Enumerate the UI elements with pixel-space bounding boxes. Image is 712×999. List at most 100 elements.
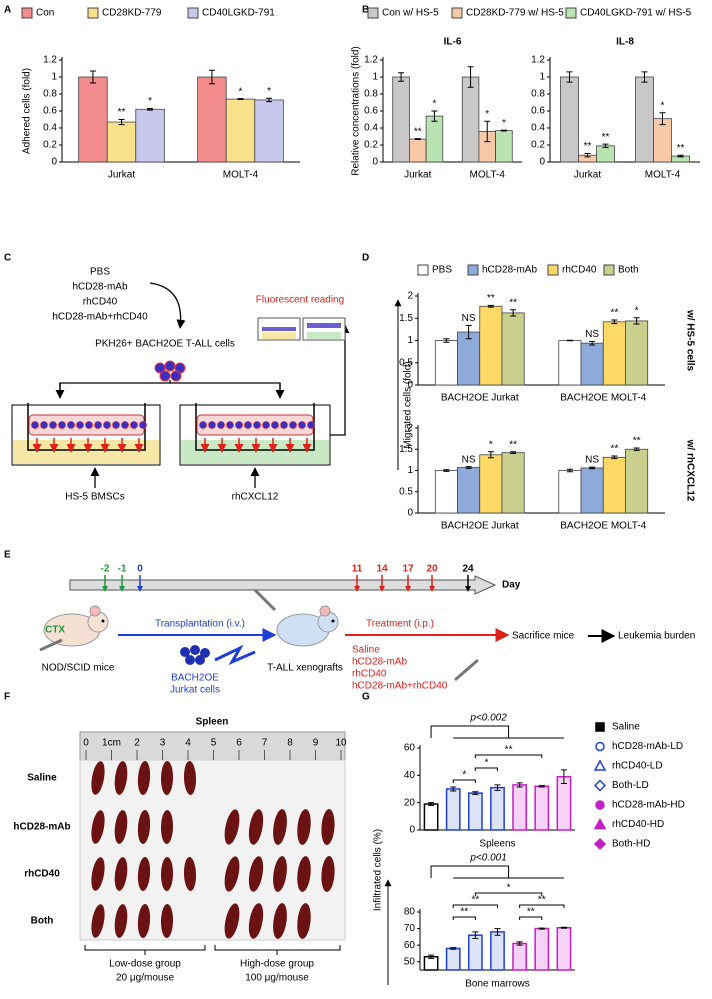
error-bar	[566, 468, 573, 473]
significance: *	[267, 86, 271, 97]
legend-label: rhCD40	[562, 265, 597, 276]
spleen	[321, 856, 335, 892]
treatment: hCD28-mAb+rhCD40	[352, 681, 448, 692]
cell	[112, 421, 120, 429]
significance: *	[239, 86, 243, 97]
bracket	[474, 754, 543, 758]
row-label: Both	[31, 916, 54, 927]
error-bar	[500, 129, 507, 132]
day-arrowhead	[379, 586, 385, 592]
annotation: **	[538, 895, 546, 906]
y-tick-label: 2	[407, 291, 413, 302]
bar	[225, 98, 256, 163]
burden-label: Leukemia burden	[618, 631, 695, 642]
bar	[495, 130, 513, 163]
cell	[139, 421, 147, 429]
x-tick-label: Jurkat	[574, 170, 601, 181]
y-axis-label: Migrated cells (fold)	[403, 361, 414, 448]
y-axis-label: Adhered cells (fold)	[22, 68, 33, 154]
error-bar	[611, 455, 618, 460]
panel-letter: B	[362, 5, 369, 16]
error-bar	[602, 143, 609, 149]
ruler-label: 9	[313, 738, 319, 749]
legend-label: rhCD40-LD	[612, 761, 663, 772]
treatment: PBS	[90, 267, 110, 278]
cell	[298, 421, 306, 429]
cell	[40, 421, 48, 429]
treatment: Saline	[352, 645, 380, 656]
x-axis-label: Spleens	[479, 839, 515, 850]
bar	[501, 312, 525, 386]
error-bar	[398, 72, 405, 82]
day-arrowhead	[405, 586, 411, 592]
reading-label: Fluorescent reading	[256, 295, 344, 306]
legend-swatch	[451, 7, 463, 19]
y-tick-label: 0.6	[531, 106, 545, 117]
cells-label: PKH26+ BACH2OE T-ALL cells	[95, 339, 235, 350]
y-tick-label: 0	[51, 157, 57, 168]
treatment: rhCD40	[352, 669, 387, 680]
cell	[121, 421, 129, 429]
legend-label: CD40LGKD-791 w/ HS-5	[580, 8, 692, 19]
day-label: 11	[352, 564, 363, 575]
legend-label: CD28KD-779	[102, 8, 162, 19]
y-tick-label: 0	[409, 825, 415, 836]
legend-label: hCD28-mAb-LD	[612, 741, 683, 752]
well-cells	[31, 421, 315, 453]
legend-marker	[595, 800, 605, 810]
cell	[94, 421, 102, 429]
bar	[556, 926, 572, 971]
significance: **	[118, 107, 126, 118]
significance: **	[633, 436, 641, 447]
panel-letter: D	[362, 253, 369, 264]
bar	[423, 803, 439, 831]
cell-cluster	[180, 645, 210, 665]
lightning	[214, 644, 256, 666]
spleen	[321, 809, 335, 845]
bracket	[430, 865, 564, 879]
error-bar	[208, 69, 215, 85]
day-arrowhead	[119, 586, 125, 592]
legend-marker	[595, 741, 605, 752]
cell	[31, 421, 39, 429]
y-tick-label: 0	[539, 157, 545, 168]
syringe	[454, 658, 479, 682]
error-bar	[589, 340, 596, 346]
spleen	[224, 903, 240, 939]
cell	[253, 421, 261, 429]
cell	[235, 421, 243, 429]
error-bar	[266, 97, 273, 103]
cell	[217, 421, 225, 429]
cell	[208, 421, 216, 429]
significance: **	[487, 293, 495, 304]
panel-letter: E	[4, 550, 11, 561]
x-tick-label: BACH2OE Jurkat	[441, 521, 519, 532]
y-tick-label: 0.4	[364, 123, 378, 134]
y-tick-label: 0.4	[531, 123, 545, 134]
panel-letter: G	[362, 692, 370, 703]
day-arrowhead	[465, 586, 471, 592]
x-tick-label: MOLT-4	[645, 170, 681, 181]
treatment: hCD28-mAb+rhCD40	[52, 312, 148, 323]
spleen	[273, 903, 287, 939]
x-axis-label: Bone marrows	[465, 979, 529, 990]
bar	[556, 775, 572, 831]
significance: **	[414, 126, 422, 137]
arrow	[149, 282, 186, 329]
bar	[560, 76, 579, 163]
significance: *	[661, 100, 665, 111]
syringe	[253, 588, 277, 612]
cell	[130, 421, 138, 429]
legend-label: CD28KD-779 w/ HS-5	[466, 8, 564, 19]
error-bar	[467, 66, 474, 88]
spleen	[183, 761, 197, 795]
cell-cluster	[154, 360, 186, 382]
y-tick-label: 0.8	[531, 89, 545, 100]
plate	[257, 317, 346, 341]
annotation: p<0.001	[469, 853, 506, 864]
spleen	[273, 809, 287, 845]
legend-label: Both-LD	[612, 780, 649, 791]
x-tick-label: MOLT-4	[470, 170, 506, 181]
y-tick-label: 0.8	[364, 89, 378, 100]
